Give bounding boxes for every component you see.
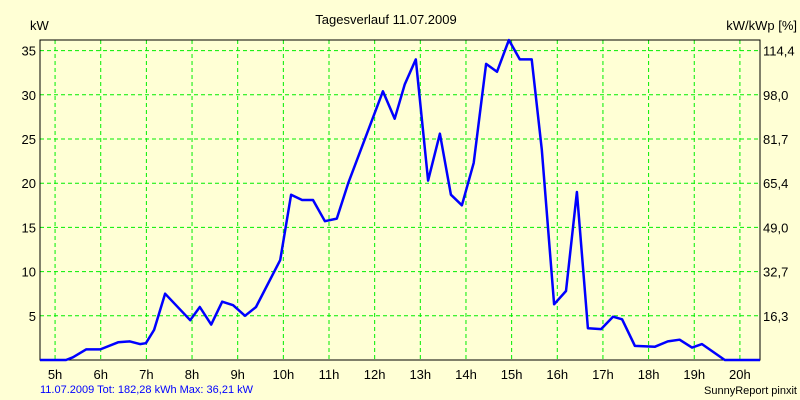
x-tick-label: 8h — [185, 367, 199, 382]
y-tick-label-left: 35 — [22, 44, 36, 59]
y-axis-label-left: kW — [30, 18, 50, 33]
series-line-kw — [40, 38, 760, 362]
x-tick-label: 16h — [546, 367, 568, 382]
y-tick-label-left: 5 — [29, 309, 36, 324]
y-tick-label-left: 30 — [22, 88, 36, 103]
x-tick-label: 10h — [272, 367, 294, 382]
x-tick-label: 15h — [501, 367, 523, 382]
tick-labels: 5h 6h 7h 8h 9h 10h 11h 12h 13h 14h 15h 16h 17h 18h 19h… — [22, 44, 795, 382]
x-tick-label: 20h — [729, 367, 751, 382]
x-tick-label: 17h — [592, 367, 614, 382]
footer-summary: 11.07.2009 Tot: 182,28 kWh Max: 36,21 kW — [40, 384, 254, 396]
chart-title: Tagesverlauf 11.07.2009 — [315, 12, 456, 27]
data-points — [40, 40, 760, 360]
y-tick-label-right: 49,0 — [763, 220, 788, 235]
y-tick-label-right: 32,7 — [763, 265, 788, 280]
credit-label: SunnyReport pinxit — [704, 385, 797, 397]
x-tick-label: 14h — [455, 367, 477, 382]
y-tick-label-right: 81,7 — [763, 132, 788, 147]
x-tick-label: 5h — [48, 367, 62, 382]
x-tick-label: 6h — [93, 367, 107, 382]
plot-frame — [39, 39, 761, 361]
x-tick-label: 19h — [683, 367, 705, 382]
grid — [40, 40, 760, 360]
y-tick-label-left: 25 — [22, 132, 36, 147]
x-tick-label: 7h — [139, 367, 153, 382]
x-tick-label: 12h — [364, 367, 386, 382]
x-tick-label: 18h — [638, 367, 660, 382]
y-tick-label-left: 15 — [22, 220, 36, 235]
y-tick-label-right: 16,3 — [763, 309, 788, 324]
x-tick-label: 11h — [319, 367, 340, 382]
y-tick-label-left: 20 — [22, 176, 36, 191]
x-tick-label: 13h — [409, 367, 431, 382]
y-axis-label-right: kW/kWp [%] — [726, 18, 797, 33]
y-tick-label-right: 114,4 — [763, 44, 795, 59]
y-tick-label-right: 98,0 — [763, 88, 788, 103]
y-tick-label-left: 10 — [22, 265, 36, 280]
y-tick-label-right: 65,4 — [763, 176, 788, 191]
x-tick-label: 9h — [230, 367, 244, 382]
